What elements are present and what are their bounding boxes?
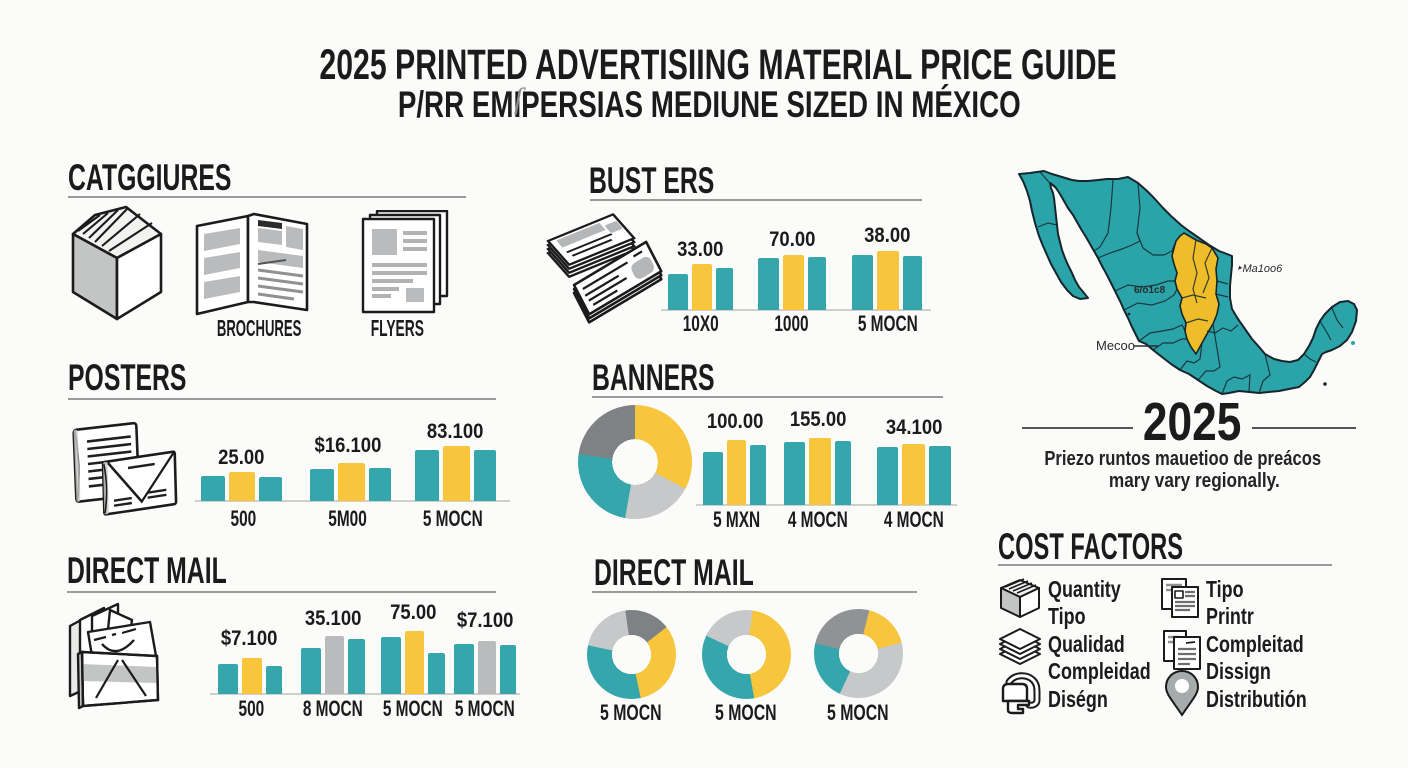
svg-text:Mecoo: Mecoo [1096,338,1135,353]
svg-text:‣Ma1oo6: ‣Ma1oo6 [1236,263,1283,275]
svg-text:6/o1c8: 6/o1c8 [1134,285,1166,296]
